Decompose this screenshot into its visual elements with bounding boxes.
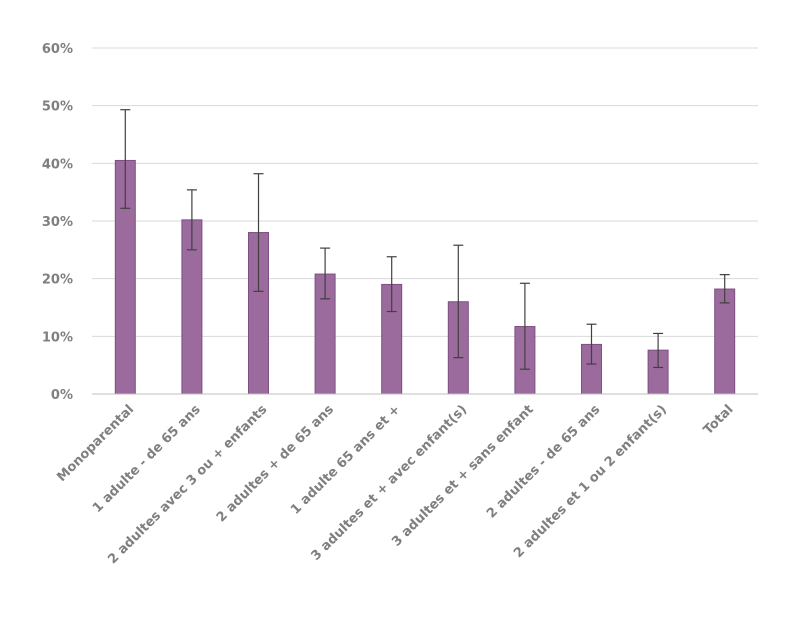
y-tick-label: 30% xyxy=(42,215,73,230)
gridlines xyxy=(92,47,758,337)
x-category-label: 2 adultes et 1 ou 2 enfant(s) xyxy=(511,402,670,561)
y-tick-label: 40% xyxy=(42,157,73,172)
error-bar xyxy=(719,274,730,304)
y-tick-label: 50% xyxy=(42,100,73,115)
x-category-label: 3 adultes et + sans enfant xyxy=(389,402,537,550)
bars xyxy=(114,159,736,395)
x-category-label: 1 adulte 65 ans et + xyxy=(288,402,403,517)
bar xyxy=(714,288,736,395)
error-bar xyxy=(120,109,131,209)
x-category-label: Total xyxy=(701,402,737,438)
error-bar xyxy=(586,323,597,365)
y-tick-label: 0% xyxy=(51,388,73,403)
y-tick-label: 60% xyxy=(42,42,73,57)
error-bar xyxy=(186,189,197,251)
error-bar xyxy=(519,282,530,370)
x-category-label: 2 adultes + de 65 ans xyxy=(214,402,337,525)
error-bar xyxy=(453,244,464,359)
error-bar xyxy=(386,256,397,313)
error-bar xyxy=(653,332,664,369)
error-bars xyxy=(120,109,730,370)
y-axis-tick-labels: 0% 10% 20% 30% 40% 50% 60% xyxy=(42,42,73,403)
y-tick-label: 10% xyxy=(42,330,73,345)
error-bar xyxy=(253,173,264,292)
x-category-label: 2 adultes - de 65 ans xyxy=(484,402,603,521)
y-tick-label: 20% xyxy=(42,273,73,288)
error-bar xyxy=(320,247,331,300)
x-category-label: 1 adulte - de 65 ans xyxy=(90,402,204,516)
